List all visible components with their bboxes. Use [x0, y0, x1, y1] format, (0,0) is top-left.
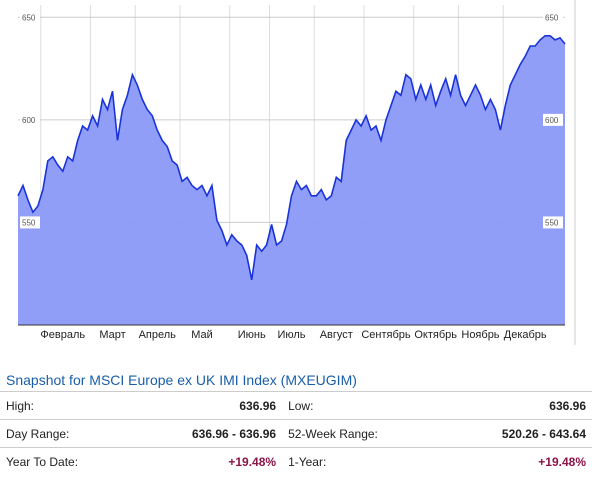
x-tick-label: Июль: [277, 329, 305, 341]
stat-value: +19.48%: [441, 447, 592, 475]
x-tick-label: Ноябрь: [461, 329, 499, 341]
x-tick-label: Август: [320, 329, 353, 341]
snapshot-row: High: 636.96 Low: 636.96: [0, 391, 592, 420]
area: [18, 35, 565, 326]
y-tick-label: 600: [545, 116, 559, 125]
tick-label-bg: [20, 11, 40, 24]
stat-label: Year To Date:: [0, 447, 132, 475]
y-tick-label: 650: [545, 13, 559, 22]
snapshot-row: Year To Date: +19.48% 1-Year: +19.48%: [0, 447, 592, 475]
snapshot-row: Day Range: 636.96 - 636.96 52-Week Range: 5…: [0, 419, 592, 448]
stat-value: 636.96: [441, 391, 592, 420]
y-tick-label: 600: [22, 116, 36, 125]
snapshot-title: Snapshot for MSCI Europe ex UK IMI Index…: [6, 372, 357, 388]
x-tick-label: Март: [99, 329, 125, 341]
y-tick-label: 550: [545, 218, 559, 227]
x-tick-label: Апрель: [139, 329, 177, 341]
stat-label: Day Range:: [0, 419, 132, 448]
tick-label-bg: [20, 113, 40, 126]
line: [17, 35, 566, 281]
x-tick-label: Октябрь: [414, 329, 457, 341]
stat-label: 1-Year:: [282, 447, 442, 475]
stat-value: 636.96: [131, 391, 283, 420]
stat-label: 52-Week Range:: [282, 419, 442, 448]
tick-label-bg: [543, 216, 563, 229]
stat-value: +19.48%: [131, 447, 283, 475]
snapshot-table: High: 636.96 Low: 636.96 Day Range: 636.96 - …: [0, 391, 592, 475]
snapshot: Snapshot for MSCI Europe ex UK IMI Index…: [0, 372, 598, 475]
x-tick-label: Июнь: [238, 329, 266, 341]
stat-label: High:: [0, 391, 132, 420]
x-tick-label: Сентябрь: [361, 329, 411, 341]
stat-value: 520.26 - 643.64: [441, 419, 592, 448]
chart: 550 550 600 600 650 650 Февраль Март Апрель Май Ию…: [17, 0, 576, 345]
x-tick-label: Декабрь: [504, 329, 547, 341]
stat-value: 636.96 - 636.96: [131, 419, 283, 448]
x-tick-label: Февраль: [40, 329, 85, 341]
tick-label-bg: [543, 113, 563, 126]
tick-label-bg: [543, 11, 563, 24]
tick-label-bg: [20, 216, 40, 229]
y-tick-label: 650: [22, 13, 36, 22]
stat-label: Low:: [282, 391, 442, 420]
x-tick-label: Май: [191, 329, 213, 341]
y-tick-label: 550: [22, 218, 36, 227]
